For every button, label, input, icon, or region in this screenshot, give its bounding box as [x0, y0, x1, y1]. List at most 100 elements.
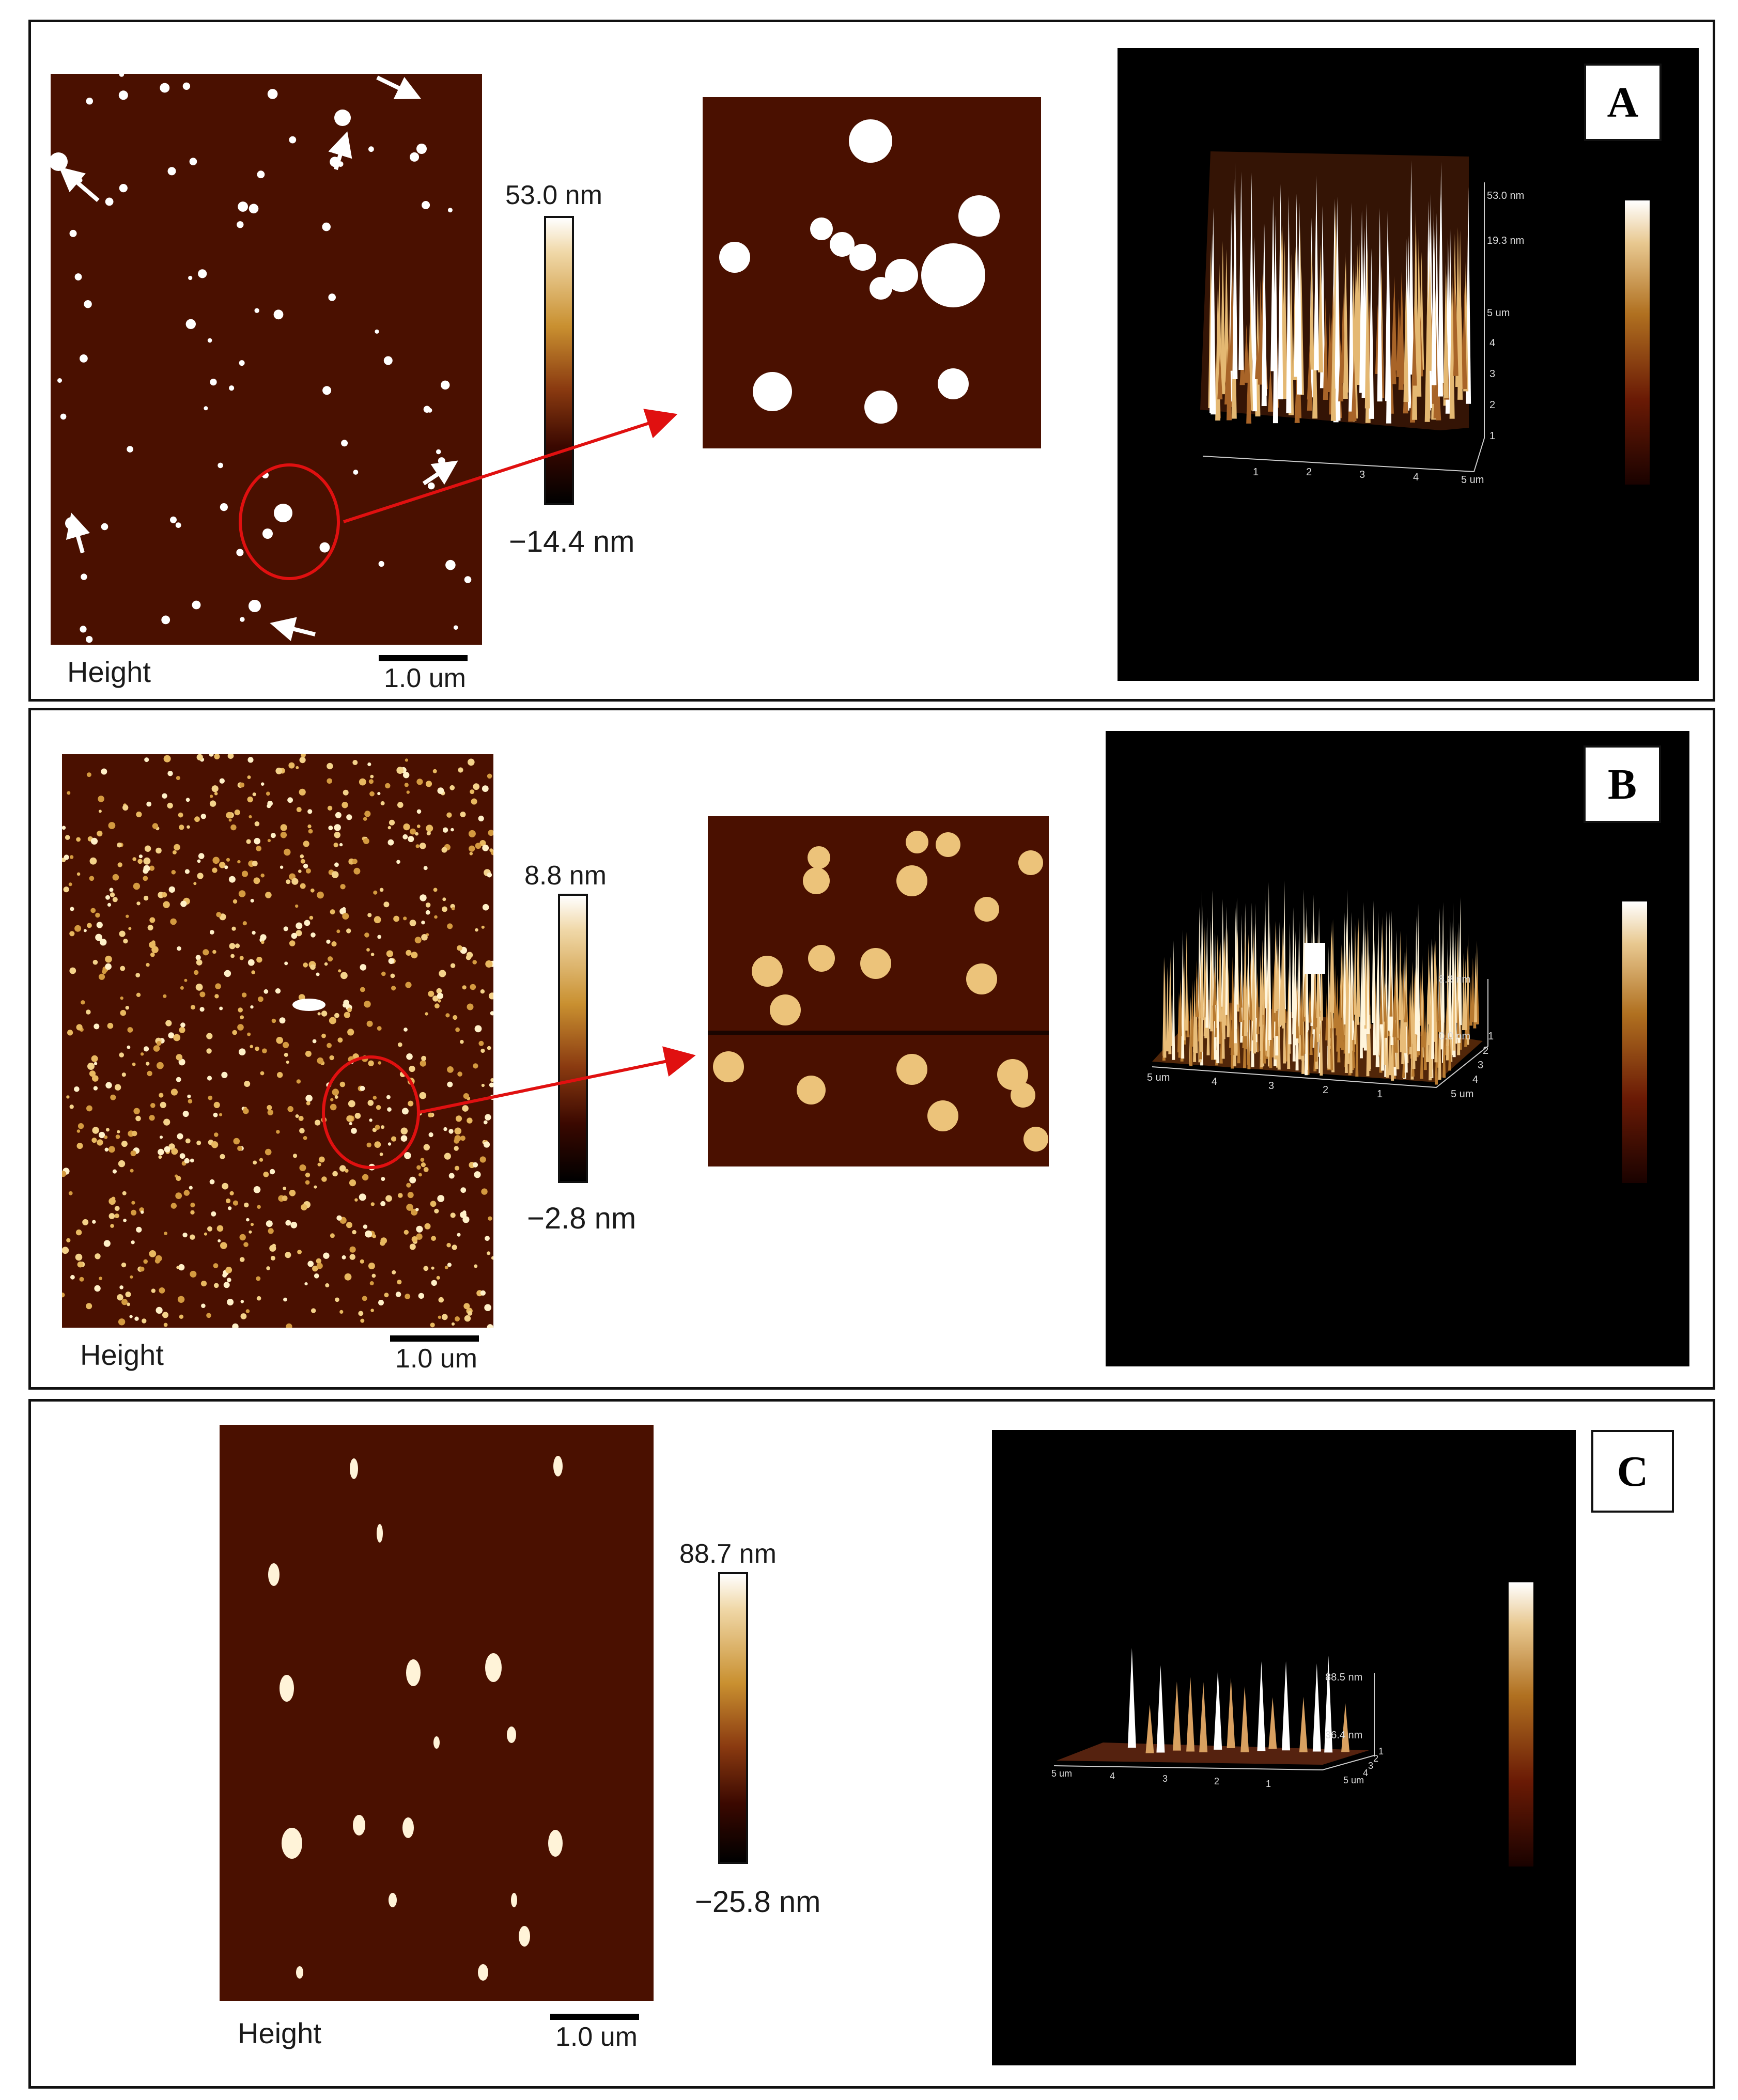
- afm-particle: [441, 380, 450, 390]
- afm-particle: [69, 967, 76, 974]
- afm-particle: [81, 1000, 85, 1005]
- afm-particle: [194, 816, 200, 822]
- afm-particle: [298, 869, 302, 873]
- afm-particle: [297, 1250, 302, 1254]
- surface-peak: [1425, 982, 1429, 1062]
- afm-particle: [233, 1138, 240, 1145]
- afm-particle: [393, 915, 399, 922]
- afm-particle: [392, 1270, 396, 1274]
- panel-c-3d-x-tick: 1: [1266, 1779, 1271, 1789]
- afm-particle: [387, 1107, 392, 1112]
- afm-particle: [414, 937, 422, 944]
- afm-particle: [120, 966, 126, 971]
- afm-particle: [74, 273, 82, 281]
- panel-a-3d-y-tick: 3: [1489, 368, 1496, 380]
- afm-particle: [163, 755, 171, 763]
- afm-particle: [242, 921, 247, 926]
- afm-particle: [76, 1143, 83, 1149]
- afm-particle: [120, 1009, 127, 1016]
- panel-b-3d-surface: [1152, 880, 1488, 1088]
- afm-particle: [57, 378, 62, 383]
- afm-particle: [443, 1127, 447, 1131]
- zoom-particle: [849, 244, 876, 271]
- afm-particle: [406, 1053, 413, 1060]
- afm-particle: [114, 1206, 120, 1211]
- afm-particle: [334, 832, 340, 838]
- afm-particle: [182, 1111, 189, 1117]
- surface-peak: [1276, 933, 1280, 1009]
- surface-peak: [1338, 338, 1344, 402]
- afm-particle: [490, 1078, 493, 1082]
- afm-particle: [170, 1088, 178, 1096]
- afm-particle: [238, 1048, 246, 1055]
- surface-peak: [1377, 208, 1383, 402]
- panel-c-3d-view: 88.5 nm 36.4 nm 1 2 3 4 5 um 5 um 4 3 2 …: [992, 1430, 1576, 2065]
- afm-particle: [133, 1108, 140, 1114]
- afm-particle: [269, 1169, 275, 1175]
- surface-peak: [1273, 214, 1278, 424]
- afm-particle: [420, 1060, 426, 1067]
- afm-particle: [391, 986, 396, 991]
- afm-particle: [349, 1246, 356, 1253]
- panel-c-letter: C: [1591, 1430, 1674, 1513]
- afm-particle: [144, 757, 149, 763]
- surface-peak: [1386, 237, 1392, 424]
- surface-peak: [1379, 973, 1383, 1024]
- afm-particle: [230, 954, 235, 958]
- surface-peak: [1411, 307, 1417, 386]
- afm-particle: [316, 972, 320, 976]
- afm-particle: [485, 1236, 490, 1241]
- panel-a: Height 1.0 um 53.0 nm −14.4 nm 53.0 nm 1…: [28, 20, 1715, 702]
- afm-particle: [317, 1057, 324, 1064]
- afm-particle: [143, 865, 150, 872]
- afm-particle: [179, 1314, 184, 1319]
- afm-particle: [467, 1117, 473, 1124]
- surface-peak: [1213, 963, 1217, 1005]
- afm-particle: [284, 961, 288, 966]
- surface-peak: [1392, 994, 1396, 1037]
- afm-particle: [119, 1285, 123, 1289]
- afm-particle: [407, 1192, 414, 1199]
- afm-particle: [101, 768, 107, 775]
- afm-particle: [156, 1306, 163, 1314]
- afm-particle: [240, 1313, 247, 1319]
- panel-a-3d-x-tick: 4: [1413, 472, 1419, 483]
- afm-particle: [472, 1162, 478, 1168]
- afm-particle: [481, 1188, 488, 1195]
- afm-particle: [247, 796, 253, 803]
- afm-particle: [96, 922, 103, 928]
- afm-particle: [409, 920, 416, 926]
- afm-particle: [97, 830, 103, 837]
- surface-peak: [1394, 1001, 1398, 1053]
- afm-particle: [460, 1187, 467, 1193]
- afm-particle: [231, 926, 236, 931]
- afm-particle: [68, 1191, 73, 1195]
- afm-particle: [455, 1115, 462, 1122]
- afm-particle: [91, 1138, 97, 1143]
- afm-particle: [432, 995, 439, 1002]
- afm-particle: [215, 983, 221, 989]
- afm-particle: [105, 955, 112, 963]
- surface-peak: [1205, 916, 1209, 1028]
- afm-particle: [119, 74, 125, 77]
- afm-particle: [192, 600, 201, 610]
- surface-peak: [1462, 285, 1467, 390]
- afm-particle: [462, 1210, 467, 1215]
- afm-particle: [366, 1142, 371, 1147]
- afm-particle: [51, 152, 68, 171]
- afm-particle: [157, 1041, 162, 1046]
- afm-particle: [80, 626, 87, 633]
- panel-b-zoom-image: [708, 816, 1049, 1166]
- afm-particle: [330, 157, 340, 167]
- surface-peak: [1456, 999, 1460, 1038]
- surface-peak: [1464, 958, 1467, 1031]
- panel-b-3d-x-tick: 2: [1323, 1084, 1329, 1096]
- afm-particle: [197, 873, 204, 879]
- afm-particle: [330, 1233, 335, 1238]
- afm-particle: [303, 841, 309, 847]
- afm-particle: [286, 879, 291, 884]
- afm-particle: [332, 1171, 338, 1177]
- afm-particle: [243, 1108, 249, 1114]
- afm-particle: [139, 1266, 145, 1272]
- afm-particle: [396, 767, 404, 774]
